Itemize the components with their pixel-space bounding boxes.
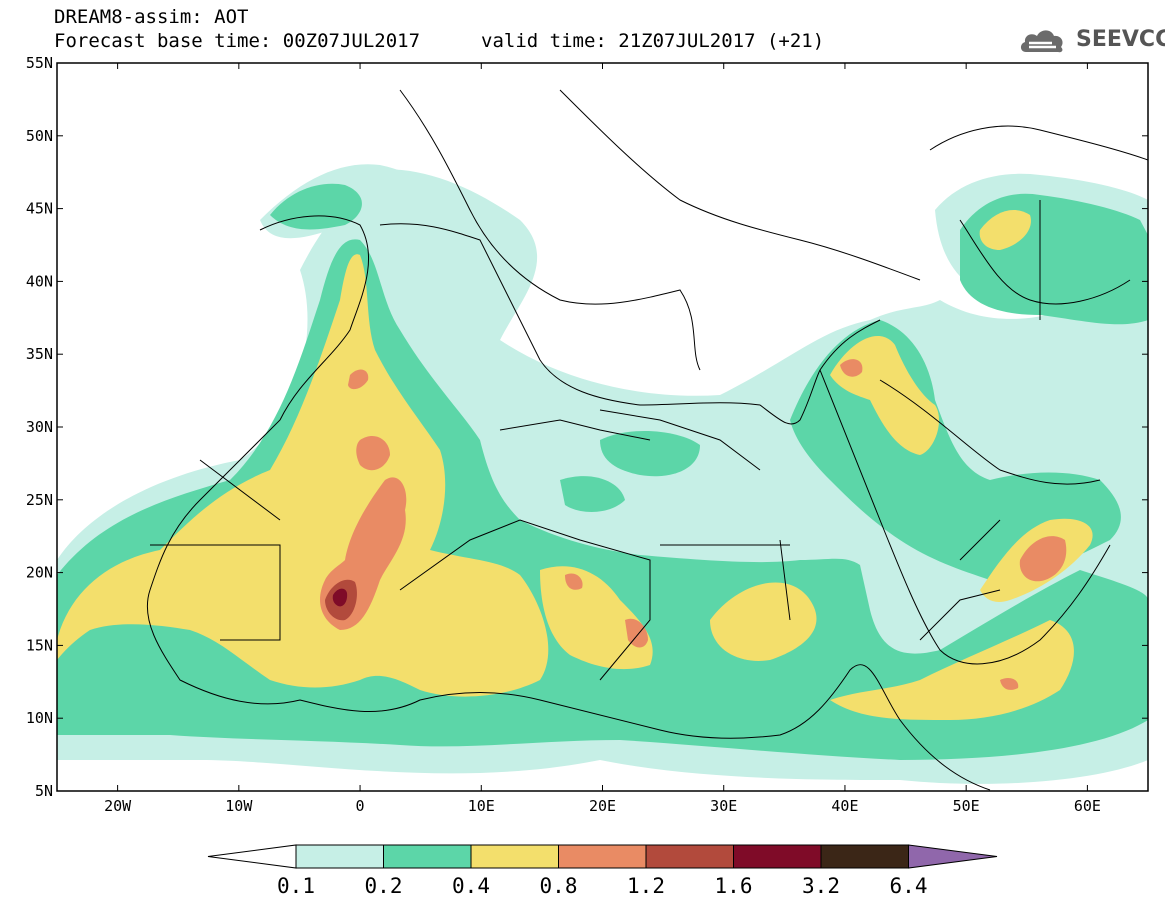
colorbar-labels: 0.1 0.2 0.4 0.8 1.2 1.6 3.2 6.4 (277, 874, 927, 898)
lon-label: 60E (1074, 797, 1101, 815)
lat-label: 40N (26, 272, 53, 290)
colorbar-label: 0.2 (365, 874, 403, 898)
colorbar-label: 0.1 (277, 874, 315, 898)
lat-label: 30N (26, 418, 53, 436)
lon-labels: 20W 10W 0 10E 20E 30E 40E 50E 60E (104, 797, 1101, 815)
cloud-icon (1020, 30, 1063, 53)
colorbar-label: 6.4 (890, 874, 928, 898)
colorbar-box (558, 844, 647, 869)
colorbar-arrow-high (908, 844, 998, 869)
colorbar-label: 3.2 (802, 874, 840, 898)
axis-ticks (57, 62, 1148, 792)
lon-label: 10E (468, 797, 495, 815)
seevccc-logo: SEEVCCC (1076, 27, 1165, 52)
colorbar-box (820, 844, 909, 869)
lon-label: 40E (831, 797, 858, 815)
lon-label: 50E (953, 797, 980, 815)
colorbar-box (645, 844, 734, 869)
lon-label: 20E (589, 797, 616, 815)
colorbar-box (733, 844, 822, 869)
colorbar-box (383, 844, 472, 869)
lat-label: 45N (26, 200, 53, 218)
colorbar-arrow-low (207, 844, 297, 869)
lat-label: 15N (26, 636, 53, 654)
coastlines (146, 89, 1148, 791)
lat-label: 50N (26, 127, 53, 145)
lon-label: 0 (356, 797, 365, 815)
lat-label: 25N (26, 491, 53, 509)
lon-label: 30E (710, 797, 737, 815)
colorbar-box (295, 844, 384, 869)
colorbar-label: 0.4 (452, 874, 490, 898)
colorbar-label: 0.8 (540, 874, 578, 898)
lat-label: 10N (26, 709, 53, 727)
valid-time: valid time: 21Z07JUL2017 (+21) (481, 30, 825, 52)
colorbar-box (470, 844, 559, 869)
lon-label: 10W (225, 797, 253, 815)
forecast-base-time: Forecast base time: 00Z07JUL2017 (54, 30, 421, 52)
lon-label: 20W (104, 797, 132, 815)
lat-label: 5N (35, 782, 53, 800)
colorbar-label: 1.2 (627, 874, 665, 898)
lat-label: 55N (26, 54, 53, 72)
colorbar-boxes (207, 844, 998, 869)
lat-label: 35N (26, 345, 53, 363)
map-title: DREAM8-assim: AOT (54, 6, 249, 28)
lat-labels: 55N 50N 45N 40N 35N 30N 25N 20N 15N 10N 5N (26, 54, 53, 800)
lat-label: 20N (26, 564, 53, 582)
colorbar-label: 1.6 (715, 874, 753, 898)
